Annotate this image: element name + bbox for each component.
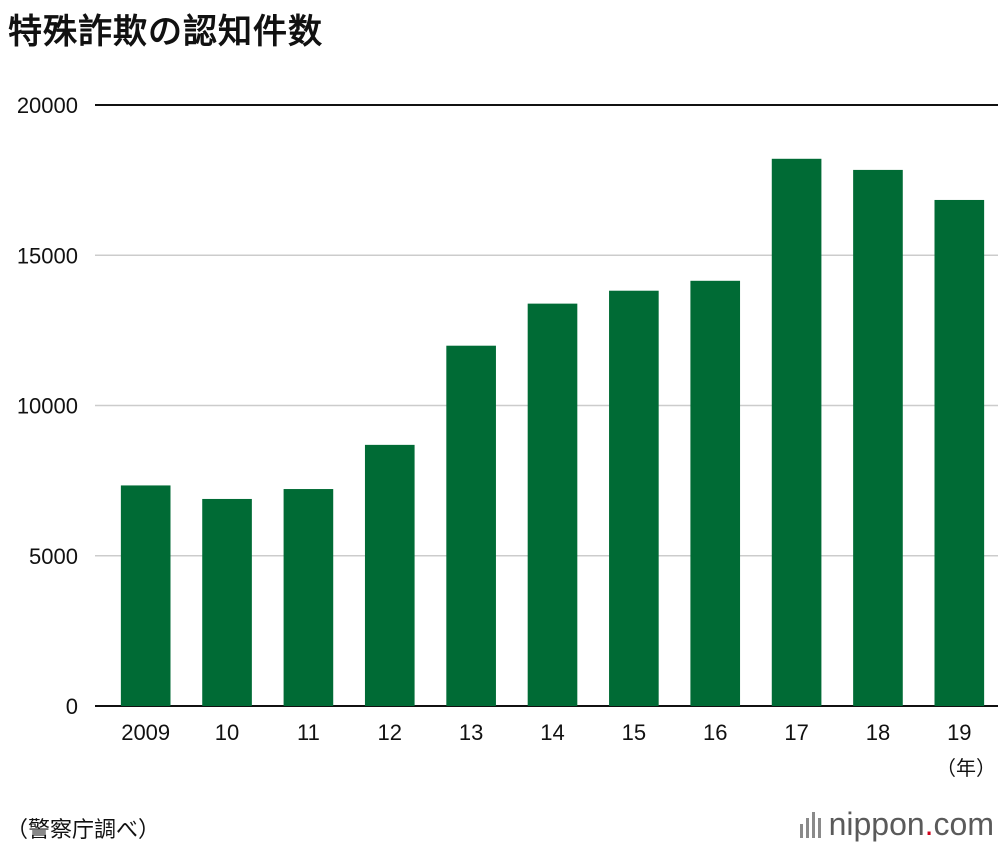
x-tick-label: 18	[866, 720, 890, 745]
brand-logo: nippon.com	[799, 806, 994, 843]
x-tick-label: 17	[784, 720, 808, 745]
bar-11	[283, 489, 334, 706]
y-tick-labels: 0 5000 10000 15000 20000	[17, 93, 78, 719]
bar-17	[771, 158, 822, 707]
bar-14	[527, 303, 578, 706]
bar-13	[446, 345, 496, 706]
brand-name: nippon	[828, 806, 925, 842]
x-tick-label: 10	[215, 720, 239, 745]
y-tick-label: 10000	[17, 394, 78, 419]
bar-18	[853, 169, 903, 706]
chart-title: 特殊詐欺の認知件数	[8, 12, 323, 52]
x-tick-label: 11	[297, 720, 320, 745]
brand-tld: com	[933, 806, 994, 842]
bar-15	[609, 290, 659, 706]
x-tick-label: 16	[703, 720, 727, 745]
y-tick-label: 0	[66, 694, 78, 719]
x-tick-label: 13	[459, 720, 483, 745]
bar-19	[934, 199, 985, 706]
bar-16	[690, 280, 741, 706]
x-tick-label: 15	[622, 720, 646, 745]
x-tick-label: 14	[540, 720, 564, 745]
bar-2009	[120, 485, 171, 706]
brand-dot: .	[924, 806, 934, 842]
x-tick-label: 12	[378, 720, 402, 745]
source-note: （警察庁調べ）	[6, 818, 161, 843]
y-tick-label: 5000	[29, 544, 78, 569]
x-tick-label: 19	[947, 720, 971, 745]
bars	[120, 158, 985, 707]
y-tick-label: 15000	[17, 243, 78, 268]
x-tick-labels: 2009 10 11 12 13 14 15 16 17 18 19	[121, 720, 971, 745]
bar-12	[364, 444, 415, 706]
bar-chart: 0 5000 10000 15000 20000 2009 10 11 12 13 14 15 16 1…	[17, 93, 998, 780]
bar-10	[202, 498, 252, 706]
y-tick-label: 20000	[17, 93, 78, 118]
brand-logo-icon	[799, 811, 821, 838]
x-tick-label: 2009	[121, 720, 170, 745]
x-unit-label: （年）	[936, 756, 996, 780]
